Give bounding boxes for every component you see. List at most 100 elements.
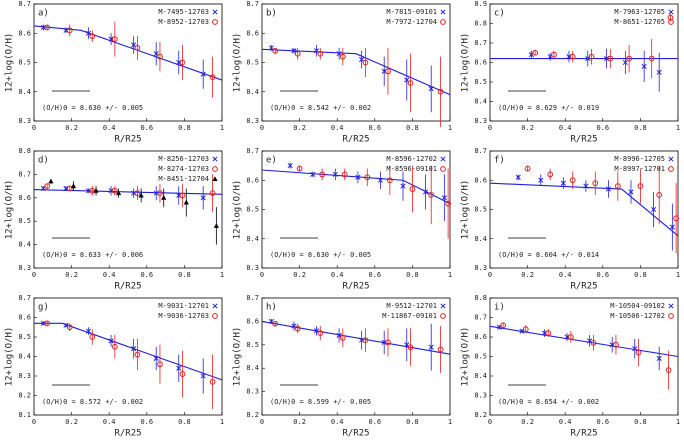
y-tick-label: 8.2: [474, 411, 487, 419]
point: [668, 303, 674, 309]
point: [583, 183, 589, 189]
y-tick-label: 8.7: [246, 147, 259, 155]
legend-label: M-8997-12701: [614, 165, 665, 173]
point: [605, 186, 611, 192]
point: [272, 47, 279, 54]
point: [569, 177, 576, 184]
x-tick-label: 0: [260, 271, 264, 279]
point: [66, 185, 73, 192]
point: [364, 174, 371, 181]
y-tick-label: 8.5: [474, 353, 487, 361]
x-tick-label: 1: [448, 124, 452, 132]
legend-label: M-9036-12703: [158, 312, 209, 320]
y-axis-label: 12+log(O/H): [233, 327, 243, 387]
point: [157, 190, 163, 197]
annotation: (O/H)0 = 8.633 +/- 0.006: [42, 251, 143, 259]
panel-label: b): [266, 9, 277, 19]
x-tick-label: 0.4: [559, 124, 572, 132]
y-tick-label: 8.6: [18, 314, 31, 322]
x-tick-label: 0.2: [65, 418, 78, 426]
y-tick-label: 8.7: [246, 294, 259, 302]
point: [362, 59, 369, 66]
x-tick-label: 0.8: [178, 418, 191, 426]
y-tick-label: 8.4: [474, 372, 487, 380]
y-axis-label: 12+log(O/H): [5, 327, 15, 387]
point: [44, 183, 51, 190]
legend-label: M-10506-12702: [610, 312, 665, 320]
point: [355, 174, 361, 180]
x-tick-label: 0: [32, 271, 36, 279]
legend-label: M-8952-12703: [158, 18, 209, 26]
point: [648, 55, 655, 62]
point: [665, 367, 672, 374]
point: [134, 190, 141, 197]
point: [209, 378, 216, 385]
x-tick-label: 1: [220, 418, 224, 426]
x-axis-label: R/R25: [342, 282, 369, 292]
point: [440, 156, 446, 162]
point: [200, 373, 206, 379]
legend-label: M-7495-12703: [158, 8, 209, 16]
point: [569, 53, 576, 60]
point: [116, 190, 122, 196]
point: [656, 355, 662, 362]
y-tick-label: 8.4: [246, 364, 259, 372]
point: [212, 9, 218, 15]
x-tick-label: 0.4: [559, 271, 572, 279]
point: [437, 88, 444, 95]
y-tick-label: 8.6: [246, 176, 259, 184]
y-tick-label: 8.7: [18, 0, 31, 8]
y-tick-label: 8.7: [474, 314, 487, 322]
x-tick-label: 0.2: [293, 124, 306, 132]
x-tick-label: 0.2: [521, 271, 534, 279]
y-tick-label: 8.3: [18, 372, 31, 380]
x-tick-label: 0.6: [140, 124, 153, 132]
y-tick-label: 8.3: [474, 264, 487, 272]
point: [70, 183, 77, 189]
x-tick-label: 0.4: [331, 124, 344, 132]
point: [200, 71, 206, 77]
y-tick-label: 8.5: [246, 59, 259, 67]
point: [532, 49, 539, 56]
x-tick-label: 0.2: [521, 124, 534, 132]
x-tick-label: 1: [676, 124, 680, 132]
point: [668, 313, 674, 319]
y-tick-label: 8.3: [474, 392, 487, 400]
point: [339, 53, 346, 60]
point: [111, 187, 118, 194]
x-axis-label: R/R25: [114, 429, 141, 439]
point: [134, 351, 141, 358]
point: [613, 341, 619, 348]
y-tick-label: 8.5: [246, 206, 259, 214]
y-tick-label: 8.8: [474, 294, 487, 302]
point: [440, 9, 446, 15]
point: [89, 334, 96, 340]
x-tick-label: 0: [32, 124, 36, 132]
annotation: (O/H)0 = 8.542 +/- 0.002: [270, 104, 371, 112]
point: [428, 86, 434, 92]
x-tick-label: 0.8: [634, 124, 647, 132]
point: [668, 166, 674, 172]
y-tick-label: 8.7: [18, 170, 31, 178]
x-tick-label: 0.8: [178, 271, 191, 279]
point: [44, 24, 51, 31]
point: [551, 51, 557, 58]
y-tick-label: 8.4: [18, 353, 31, 361]
y-tick-label: 8.4: [474, 235, 487, 243]
point: [407, 80, 414, 86]
panel-label: c): [494, 9, 505, 19]
y-tick-label: 8.6: [246, 317, 259, 325]
point: [588, 53, 595, 60]
y-tick-label: 8.4: [18, 88, 31, 96]
x-tick-label: 0.6: [368, 271, 381, 279]
point: [157, 361, 163, 368]
point: [294, 50, 301, 57]
point: [614, 183, 621, 190]
point: [441, 195, 447, 201]
legend-label: M-8451-12704: [158, 175, 209, 183]
fit-line: [261, 48, 451, 96]
x-tick-label: 0: [488, 418, 492, 426]
legend-label: M-8256-12703: [158, 155, 209, 163]
y-tick-label: 8.3: [246, 388, 259, 396]
y-tick-label: 8.5: [18, 333, 31, 341]
